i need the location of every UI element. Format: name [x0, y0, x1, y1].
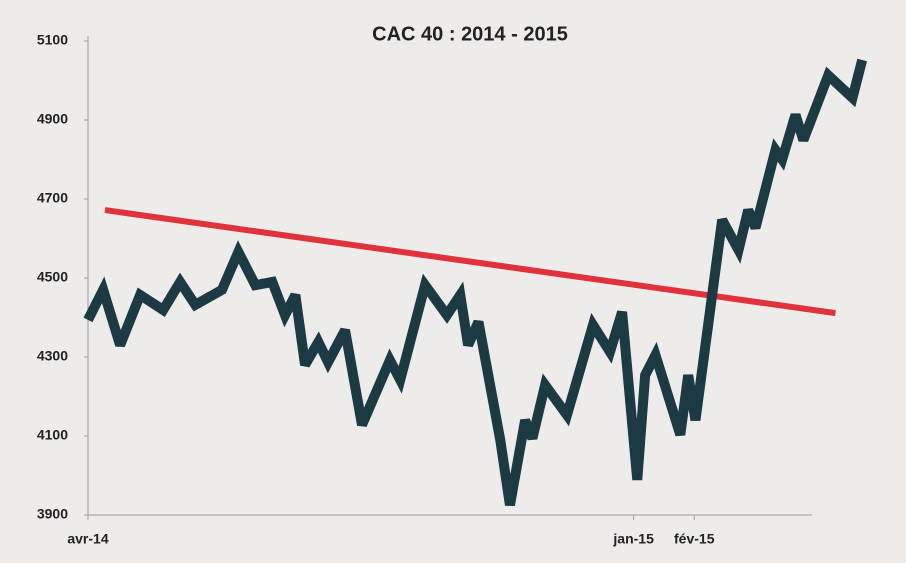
y-tick-label: 4500	[37, 269, 68, 285]
x-tick-label: fév-15	[674, 531, 715, 547]
y-tick-label: 4300	[37, 348, 68, 364]
x-tick-label: avr-14	[67, 531, 108, 547]
y-tick-label: 4100	[37, 427, 68, 443]
y-tick-label: 4900	[37, 111, 68, 127]
y-tick-label: 5100	[37, 32, 68, 48]
chart-title: CAC 40 : 2014 - 2015	[372, 23, 568, 45]
y-tick-label: 3900	[37, 506, 68, 522]
x-tick-label: jan-15	[612, 531, 654, 547]
y-tick-label: 4700	[37, 190, 68, 206]
price-line	[83, 58, 868, 507]
